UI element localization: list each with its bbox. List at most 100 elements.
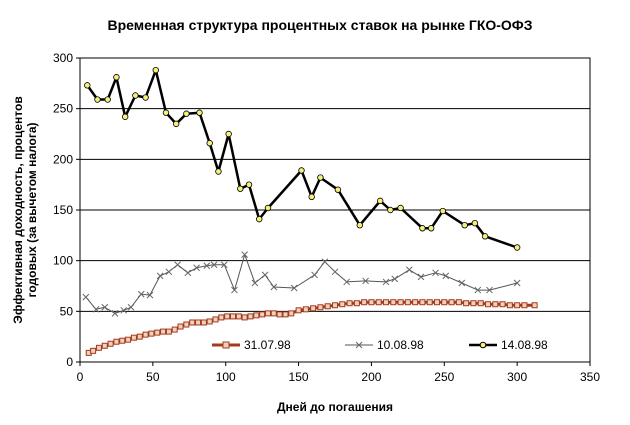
series-14.08.98 bbox=[84, 66, 521, 251]
data-point bbox=[310, 305, 317, 312]
data-point bbox=[220, 261, 228, 269]
data-point bbox=[121, 113, 129, 120]
data-point bbox=[346, 300, 353, 307]
data-point bbox=[142, 331, 149, 338]
data-point bbox=[302, 306, 309, 313]
data-point bbox=[270, 283, 278, 291]
x-axis-title: Дней до погашения bbox=[277, 400, 393, 414]
data-point bbox=[270, 310, 277, 317]
data-point bbox=[264, 310, 271, 317]
data-point bbox=[442, 272, 450, 280]
data-point bbox=[132, 92, 139, 99]
data-point bbox=[376, 197, 384, 205]
data-point bbox=[470, 300, 477, 307]
data-point bbox=[189, 319, 196, 326]
data-point bbox=[251, 279, 259, 287]
data-point bbox=[241, 314, 248, 321]
data-point bbox=[172, 120, 180, 128]
data-point bbox=[387, 206, 394, 214]
data-point bbox=[120, 306, 128, 314]
data-point bbox=[264, 204, 272, 212]
data-point bbox=[295, 307, 302, 314]
data-point bbox=[206, 139, 213, 147]
series-31.07.98 bbox=[85, 299, 538, 356]
data-point bbox=[111, 310, 119, 317]
legend-item-31-07-98: 31.07.98 bbox=[212, 338, 291, 352]
data-point bbox=[104, 96, 111, 103]
data-point bbox=[183, 110, 190, 117]
y-axis-title-line2: годовых (за вычетом налога) bbox=[25, 123, 39, 298]
data-point bbox=[513, 279, 521, 287]
data-point bbox=[177, 323, 184, 330]
data-point bbox=[200, 319, 207, 326]
data-point bbox=[148, 330, 155, 337]
data-point bbox=[84, 82, 91, 89]
y-axis-title: Эффективная доходность, процентов годовы… bbox=[11, 96, 39, 323]
data-point bbox=[521, 302, 528, 309]
data-point bbox=[426, 299, 433, 306]
data-point bbox=[101, 342, 108, 349]
data-point bbox=[184, 269, 192, 277]
data-point bbox=[477, 300, 484, 307]
data-point bbox=[317, 174, 324, 181]
data-point bbox=[383, 299, 389, 306]
y-tick-label: 250 bbox=[53, 102, 73, 116]
data-point bbox=[506, 302, 513, 309]
data-point bbox=[241, 251, 249, 258]
data-point bbox=[499, 301, 506, 308]
data-point bbox=[113, 74, 120, 81]
data-point bbox=[125, 336, 132, 343]
legend: 31.07.98 10.08.98 14.08.98 bbox=[212, 338, 548, 352]
data-point bbox=[298, 167, 305, 174]
data-point bbox=[419, 225, 426, 232]
data-point bbox=[362, 277, 369, 285]
y-tick-label: 150 bbox=[53, 203, 73, 217]
data-point bbox=[196, 109, 203, 116]
data-point bbox=[247, 313, 254, 320]
data-point bbox=[160, 328, 167, 335]
legend-marker-circle bbox=[479, 341, 487, 349]
data-point bbox=[113, 338, 120, 345]
data-point bbox=[361, 299, 368, 306]
data-point bbox=[427, 225, 435, 232]
data-point bbox=[412, 299, 419, 306]
data-point bbox=[107, 340, 114, 347]
data-point bbox=[434, 299, 440, 306]
data-point bbox=[137, 290, 145, 298]
data-point bbox=[382, 278, 390, 286]
series-lines bbox=[82, 66, 538, 356]
data-point bbox=[231, 286, 238, 294]
data-point bbox=[256, 215, 263, 223]
legend-item-10-08-98: 10.08.98 bbox=[345, 338, 424, 352]
legend-label-14-08-98: 14.08.98 bbox=[501, 338, 548, 352]
x-tick-label: 50 bbox=[146, 370, 160, 384]
data-point bbox=[397, 299, 404, 306]
data-point bbox=[136, 333, 143, 340]
data-point bbox=[439, 207, 447, 215]
data-point bbox=[474, 286, 482, 294]
data-point bbox=[237, 185, 244, 192]
legend-marker-square bbox=[222, 341, 230, 349]
series-line bbox=[86, 68, 518, 249]
data-point bbox=[92, 305, 100, 313]
x-tick-label: 0 bbox=[77, 370, 84, 384]
data-point bbox=[375, 299, 382, 306]
data-point bbox=[290, 284, 298, 292]
data-point bbox=[332, 302, 338, 309]
data-point bbox=[146, 291, 154, 299]
data-point bbox=[174, 261, 181, 269]
data-point bbox=[142, 94, 149, 101]
data-point bbox=[90, 347, 97, 354]
data-point bbox=[203, 262, 211, 270]
data-point bbox=[183, 321, 190, 328]
data-point bbox=[492, 301, 499, 308]
data-point bbox=[324, 303, 331, 310]
data-point bbox=[288, 310, 295, 317]
x-tick-label: 200 bbox=[361, 370, 381, 384]
data-point bbox=[463, 300, 470, 307]
data-point bbox=[193, 264, 200, 272]
data-point bbox=[218, 314, 225, 321]
series-10.08.98 bbox=[82, 251, 521, 317]
y-tick-label: 100 bbox=[53, 254, 73, 268]
